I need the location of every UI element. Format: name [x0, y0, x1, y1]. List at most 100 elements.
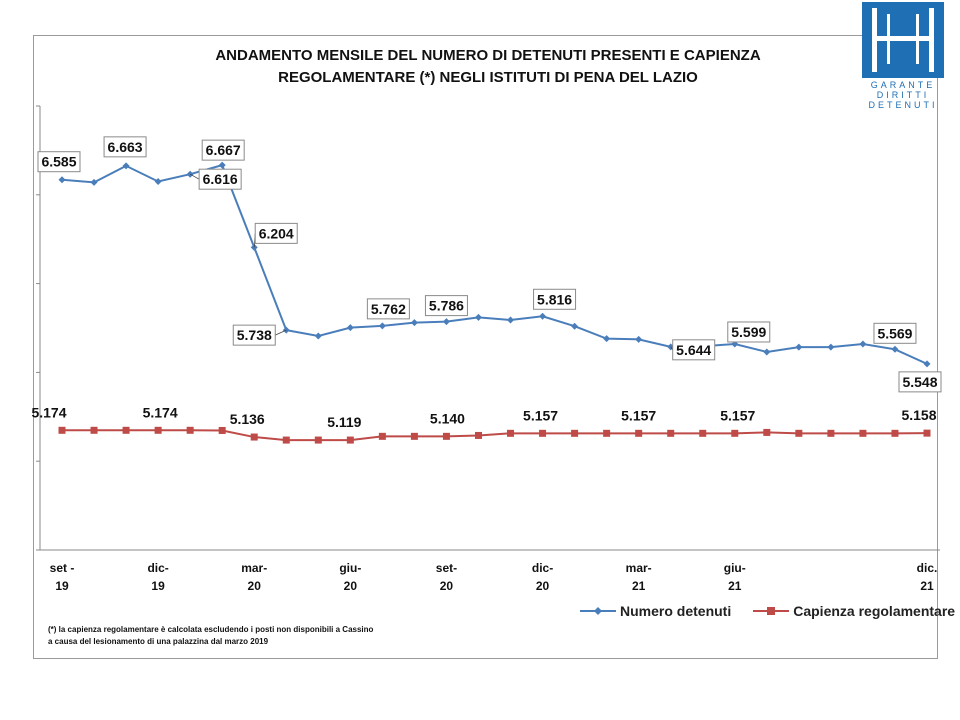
data-point: [474, 431, 482, 439]
legend-swatch-detenuti: [580, 607, 616, 615]
data-label: 5.762: [371, 301, 406, 317]
legend-item-detenuti: Numero detenuti: [580, 603, 731, 619]
data-point: [90, 178, 98, 186]
data-label: 6.204: [259, 225, 294, 241]
data-point: [346, 436, 354, 444]
data-point: [314, 436, 322, 444]
data-label: 5.157: [720, 407, 755, 423]
data-label: 5.599: [731, 324, 766, 340]
data-point: [795, 429, 803, 437]
data-label: 6.616: [203, 171, 238, 187]
data-label-box: [898, 371, 942, 393]
data-label-box: [232, 324, 276, 346]
data-point: [827, 429, 835, 437]
legend-item-capienza: Capienza regolamentare: [753, 603, 955, 619]
data-point: [859, 340, 867, 348]
data-label: 5.140: [430, 410, 465, 426]
data-point: [891, 345, 899, 353]
chart-title-line-2: REGOLAMENTARE (*) NEGLI ISTITUTI DI PENA…: [278, 69, 698, 86]
data-point: [218, 161, 226, 169]
x-tick-label: 20: [536, 579, 550, 593]
chart-frame: [33, 35, 938, 659]
data-label: 5.158: [901, 407, 936, 423]
legend-label-capienza: Capienza regolamentare: [793, 603, 956, 619]
x-tick-label: set-: [436, 561, 457, 575]
data-point: [442, 318, 450, 326]
x-tick-label: giu-: [724, 561, 746, 575]
data-label-box: [198, 168, 242, 190]
data-point: [58, 426, 66, 434]
data-label-box: [424, 295, 468, 317]
data-label: 5.644: [676, 342, 711, 358]
data-point: [763, 348, 771, 356]
data-point: [827, 343, 835, 351]
footnote-line-2: a causa del lesionamento di una palazzin…: [48, 637, 269, 646]
data-label: 5.569: [877, 325, 912, 341]
data-point: [635, 335, 643, 343]
data-label-box: [201, 139, 245, 161]
series-line-0: [61, 163, 928, 365]
chart-title-line-1: ANDAMENTO MENSILE DEL NUMERO DI DETENUTI…: [215, 47, 760, 64]
x-tick-label: dic-: [532, 561, 553, 575]
chart-legend: Numero detenuti Capienza regolamentare: [580, 603, 955, 619]
data-point: [410, 432, 418, 440]
x-tick-label: 21: [632, 579, 646, 593]
data-point: [90, 426, 98, 434]
data-point: [603, 429, 611, 437]
data-label: 5.786: [429, 298, 464, 314]
data-point: [635, 429, 643, 437]
data-point: [122, 162, 130, 170]
data-label-box: [873, 322, 917, 344]
data-point: [154, 177, 162, 185]
data-label: 6.667: [206, 142, 241, 158]
x-tick-label: 20: [344, 579, 358, 593]
data-point: [571, 429, 579, 437]
x-tick-label: 19: [55, 579, 69, 593]
data-label-box: [533, 288, 577, 310]
data-point: [346, 324, 354, 332]
x-tick-label: 20: [248, 579, 262, 593]
data-label: 5.174: [31, 404, 66, 420]
logo-mark-icon: GARANTE DIRITTI DETENUTI: [862, 2, 944, 110]
data-label-box: [103, 136, 147, 158]
data-point: [539, 429, 547, 437]
logo-line-1: GARANTE: [871, 80, 936, 90]
data-label-box: [672, 339, 716, 361]
data-point: [507, 316, 515, 324]
data-label-box: [254, 222, 298, 244]
logo-line-3: DETENUTI: [869, 100, 938, 110]
x-tick-label: 21: [920, 579, 934, 593]
data-point: [923, 360, 931, 368]
data-point: [539, 312, 547, 320]
logo-line-2: DIRITTI: [877, 90, 930, 100]
legend-label-detenuti: Numero detenuti: [620, 603, 732, 619]
garante-logo: GARANTE DIRITTI DETENUTI: [862, 2, 944, 112]
data-point: [603, 335, 611, 343]
data-point: [891, 429, 899, 437]
footnote-line-1: (*) la capienza regolamentare è calcolat…: [48, 625, 374, 634]
data-label-box: [727, 321, 771, 343]
data-label: 5.816: [537, 291, 572, 307]
data-point: [410, 319, 418, 327]
data-point: [378, 432, 386, 440]
data-label: 5.548: [902, 374, 937, 390]
data-point: [507, 429, 515, 437]
data-point: [667, 429, 675, 437]
data-point: [122, 426, 130, 434]
data-label: 6.663: [108, 139, 143, 155]
data-point: [378, 322, 386, 330]
x-tick-label: mar-: [241, 561, 267, 575]
label-leader: [275, 329, 287, 336]
x-tick-label: mar-: [626, 561, 652, 575]
data-point: [314, 332, 322, 340]
data-point: [282, 436, 290, 444]
label-leader: [189, 173, 200, 180]
data-point: [763, 428, 771, 436]
data-point: [218, 426, 226, 434]
x-tick-label: dic.: [917, 561, 938, 575]
data-point: [923, 429, 931, 437]
data-label: 5.738: [237, 327, 272, 343]
data-point: [731, 429, 739, 437]
data-label: 6.585: [41, 154, 76, 170]
